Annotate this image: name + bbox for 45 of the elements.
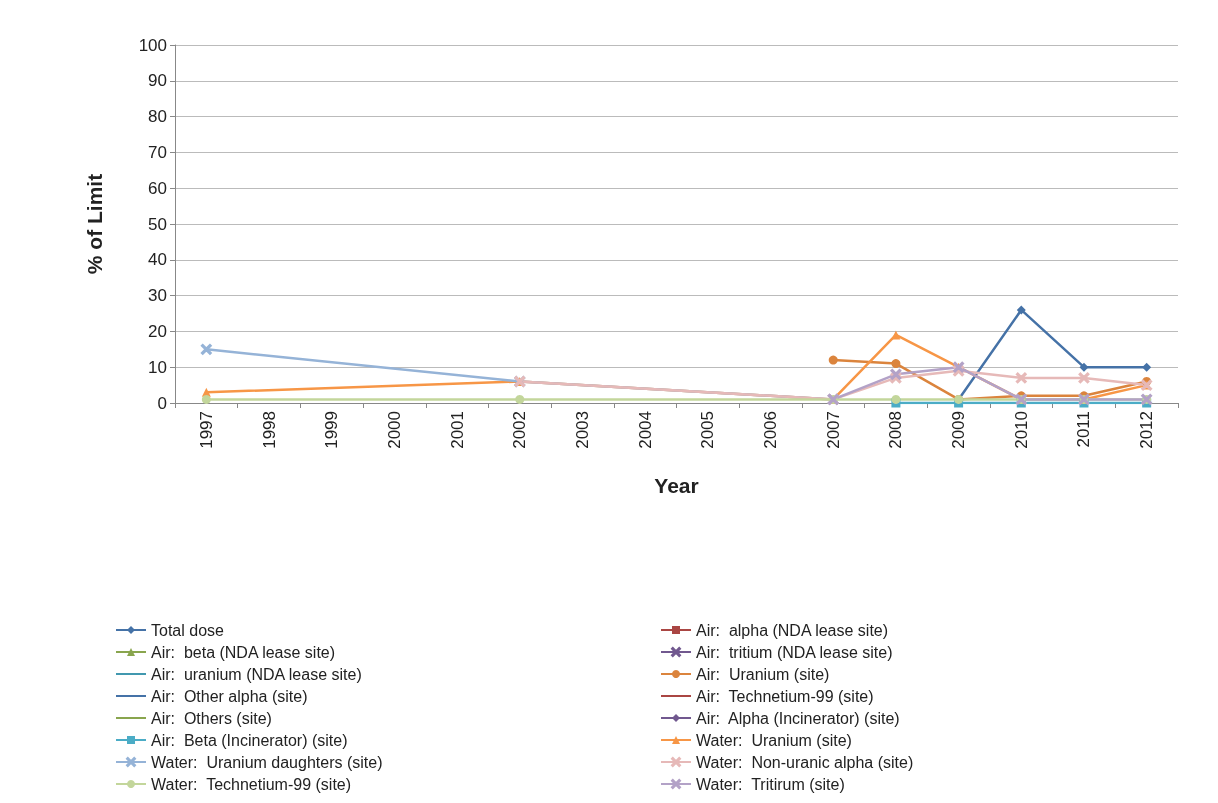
legend-label: Water: Uranium daughters (site): [151, 753, 383, 771]
x-tick-label: 1998: [259, 411, 279, 449]
x-tick-label: 2000: [384, 411, 404, 449]
x-tick-label: 2008: [886, 411, 906, 449]
legend-label: Air: alpha (NDA lease site): [696, 621, 889, 639]
y-tick-label: 40: [148, 250, 167, 270]
y-tick-label: 70: [148, 142, 167, 162]
legend-label: Air: Technetium-99 (site): [696, 687, 874, 705]
y-tick-label: 20: [148, 321, 167, 341]
y-tick-label: 30: [148, 286, 167, 306]
x-tick-label: 2003: [572, 411, 592, 449]
y-axis-title: % of Limit: [83, 173, 106, 275]
y-tick-label: 90: [148, 71, 167, 91]
x-tick-label: 2004: [635, 411, 655, 449]
y-tick-label: 100: [138, 35, 167, 55]
legend-label: Water: Technetium-99 (site): [151, 775, 352, 793]
x-tick-label: 2010: [1011, 411, 1031, 449]
y-tick-label: 0: [157, 393, 167, 413]
legend-label: Air: beta (NDA lease site): [151, 643, 336, 661]
x-tick-label: 2005: [698, 411, 718, 449]
y-tick-label: 10: [148, 357, 167, 377]
legend-label: Water: Tritirum (site): [696, 775, 845, 793]
legend-label: Water: Uranium (site): [696, 731, 852, 749]
legend-label: Air: Alpha (Incinerator) (site): [696, 709, 900, 727]
y-tick-label: 60: [148, 178, 167, 198]
x-tick-label: 2006: [761, 411, 781, 449]
x-tick-label: 2007: [823, 411, 843, 449]
x-axis-title: Year: [654, 474, 699, 497]
x-tick-label: 2009: [949, 411, 969, 449]
legend-label: Water: Non-uranic alpha (site): [696, 753, 914, 771]
legend-label: Air: Others (site): [151, 709, 272, 727]
x-tick-label: 2001: [447, 411, 467, 449]
y-tick-label: 50: [148, 214, 167, 234]
legend-label: Air: Beta (Incinerator) (site): [151, 731, 348, 749]
x-tick-label: 1999: [322, 411, 342, 449]
x-tick-label: 2012: [1137, 411, 1157, 449]
y-tick-label: 80: [148, 107, 167, 127]
legend-label: Air: tritium (NDA lease site): [696, 643, 893, 661]
legend-label: Air: uranium (NDA lease site): [151, 665, 362, 683]
legend-label: Total dose: [151, 621, 225, 639]
legend-label: Air: Other alpha (site): [151, 687, 308, 705]
x-tick-label: 2011: [1074, 411, 1094, 448]
x-tick-label: 2002: [510, 411, 530, 449]
x-tick-label: 1997: [196, 411, 216, 449]
legend-label: Air: Uranium (site): [696, 665, 830, 683]
